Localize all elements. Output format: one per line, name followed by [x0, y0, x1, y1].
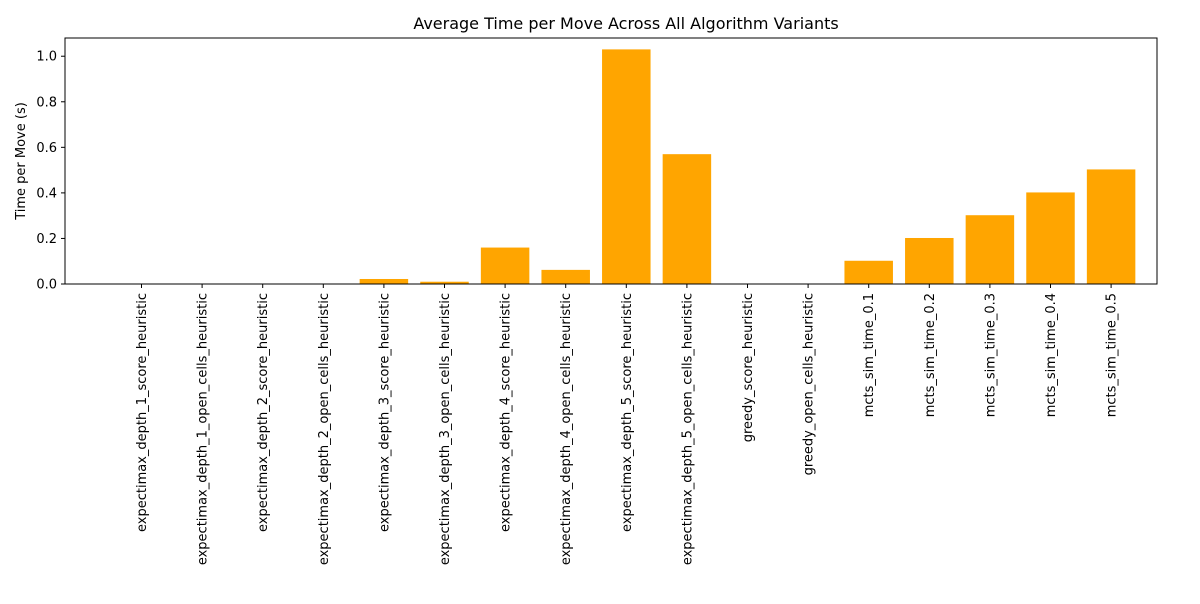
bar-mcts_sim_time_0.2: [905, 238, 954, 284]
y-tick-label: 0.0: [36, 278, 57, 293]
x-tick-label: expectimax_depth_1_score_heuristic: [135, 293, 150, 532]
bar-mcts_sim_time_0.5: [1087, 169, 1136, 284]
bar-expectimax_depth_5_open_cells_heuristic: [663, 154, 712, 284]
x-tick-label: expectimax_depth_3_open_cells_heuristic: [438, 293, 453, 565]
bar-mcts_sim_time_0.3: [966, 215, 1015, 284]
x-tick-label: mcts_sim_time_0.1: [862, 293, 877, 417]
y-tick-label: 0.8: [36, 95, 57, 110]
y-axis-label: Time per Move (s): [14, 102, 29, 221]
x-tick-label: expectimax_depth_4_open_cells_heuristic: [559, 293, 574, 565]
x-tick-label: greedy_open_cells_heuristic: [802, 293, 817, 475]
bar-mcts_sim_time_0.1: [844, 261, 893, 284]
bar-mcts_sim_time_0.4: [1026, 192, 1075, 284]
bar-expectimax_depth_5_score_heuristic: [602, 49, 651, 284]
x-tick-label: mcts_sim_time_0.3: [983, 293, 998, 417]
x-tick-label: expectimax_depth_2_score_heuristic: [256, 293, 271, 532]
x-tick-label: mcts_sim_time_0.4: [1044, 293, 1059, 417]
x-tick-label: expectimax_depth_4_score_heuristic: [499, 293, 514, 532]
y-tick-label: 0.4: [36, 186, 57, 201]
x-tick-label: expectimax_depth_1_open_cells_heuristic: [196, 293, 211, 565]
chart-title: Average Time per Move Across All Algorit…: [413, 14, 838, 33]
x-tick-label: expectimax_depth_3_score_heuristic: [377, 293, 392, 532]
y-axis-ticks: 0.0 0.2 0.4 0.6 0.8 1.0: [36, 50, 65, 293]
bars-group: [117, 49, 1135, 284]
x-tick-label: mcts_sim_time_0.5: [1105, 293, 1120, 417]
x-tick-label: mcts_sim_time_0.2: [923, 293, 938, 417]
x-axis-ticks: expectimax_depth_1_score_heuristic expect…: [135, 284, 1120, 565]
x-tick-label: greedy_score_heuristic: [741, 293, 756, 442]
y-tick-label: 0.6: [36, 141, 57, 156]
x-tick-label: expectimax_depth_5_score_heuristic: [620, 293, 635, 532]
bar-expectimax_depth_4_score_heuristic: [481, 248, 529, 284]
x-tick-label: expectimax_depth_5_open_cells_heuristic: [680, 293, 695, 565]
y-tick-label: 1.0: [36, 50, 57, 65]
bar-expectimax_depth_4_open_cells_heuristic: [541, 270, 590, 284]
y-tick-label: 0.2: [36, 232, 57, 247]
bar-expectimax_depth_3_score_heuristic: [360, 279, 409, 284]
x-tick-label: expectimax_depth_2_open_cells_heuristic: [317, 293, 332, 565]
